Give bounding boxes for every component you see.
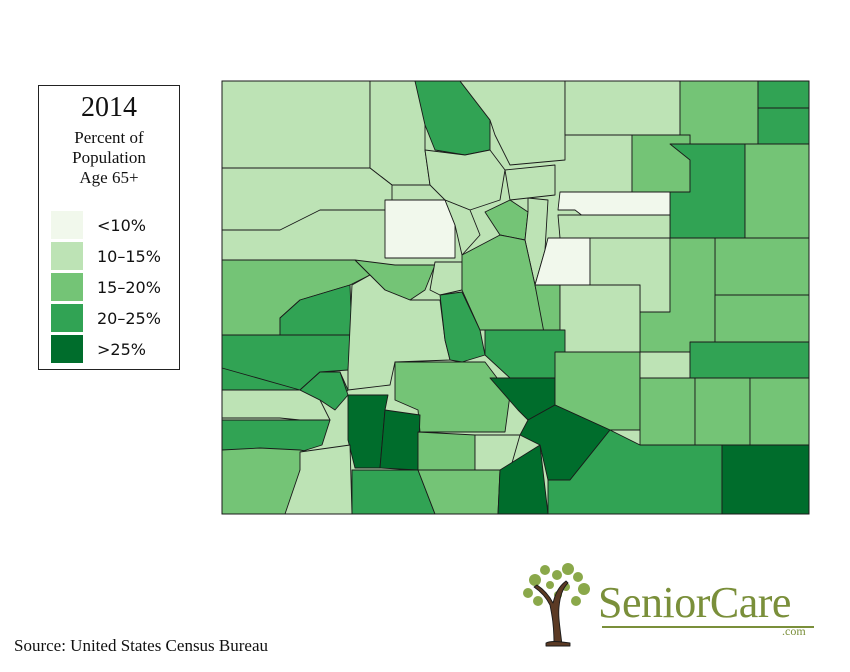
county-bent: [694, 377, 751, 446]
state-border: [221, 80, 810, 515]
county-grand: [424, 149, 506, 211]
legend-row-15-20: 15–20%: [51, 273, 161, 301]
county-logan: [679, 80, 759, 145]
county-eagle: [384, 199, 456, 259]
county-phillips: [757, 107, 810, 145]
county-prowers: [749, 377, 810, 446]
county-dolores: [221, 419, 331, 453]
brand-underline: [602, 626, 814, 628]
county-rio-blanco: [221, 167, 393, 231]
county-baca: [721, 444, 810, 515]
legend-subtitle-line-1: Percent of: [74, 128, 144, 147]
legend-row-over-25: >25%: [51, 335, 146, 363]
county-chaffee: [439, 291, 486, 363]
map-legend: 2014 Percent of Population Age 65+ <10% …: [38, 85, 180, 370]
brand-name: SeniorCare: [598, 578, 791, 627]
county-hinsdale: [347, 394, 389, 469]
legend-label: <10%: [97, 215, 146, 235]
legend-label: 10–15%: [97, 246, 161, 266]
county-sedgwick: [757, 80, 810, 109]
county-lake: [429, 261, 463, 296]
tree-heart-icon: [523, 563, 590, 647]
legend-swatch: [51, 273, 83, 301]
county-arapahoe: [557, 214, 671, 239]
legend-label: 20–25%: [97, 308, 161, 328]
county-yuma: [744, 143, 810, 239]
county-boulder: [504, 164, 556, 201]
county-pueblo: [554, 351, 641, 431]
legend-year: 2014: [81, 92, 137, 123]
legend-row-under-10: <10%: [51, 211, 146, 239]
legend-row-20-25: 20–25%: [51, 304, 161, 332]
county-summit: [444, 199, 481, 256]
legend-swatch: [51, 242, 83, 270]
county-kit-carson: [714, 237, 810, 296]
county-el-paso: [559, 284, 641, 353]
legend-subtitle-line-3: Age 65+: [79, 168, 139, 187]
legend-label: >25%: [97, 339, 146, 359]
county-moffat: [221, 80, 371, 169]
county-cheyenne: [714, 294, 810, 343]
county-mineral: [379, 409, 421, 471]
legend-subtitle-line-2: Population: [72, 148, 146, 167]
legend-row-10-15: 10–15%: [51, 242, 161, 270]
county-kiowa: [689, 341, 810, 379]
source-caption: Source: United States Census Bureau: [14, 636, 269, 655]
legend-swatch: [51, 211, 83, 239]
county-saguache: [394, 361, 511, 433]
legend-swatch: [51, 304, 83, 332]
legend-swatch: [51, 335, 83, 363]
brand-suffix: .com: [782, 624, 806, 638]
county-otero: [639, 377, 696, 446]
county-rio-grande: [417, 431, 476, 471]
legend-label: 15–20%: [97, 277, 161, 297]
brand-logo: SeniorCare .com: [510, 555, 830, 650]
